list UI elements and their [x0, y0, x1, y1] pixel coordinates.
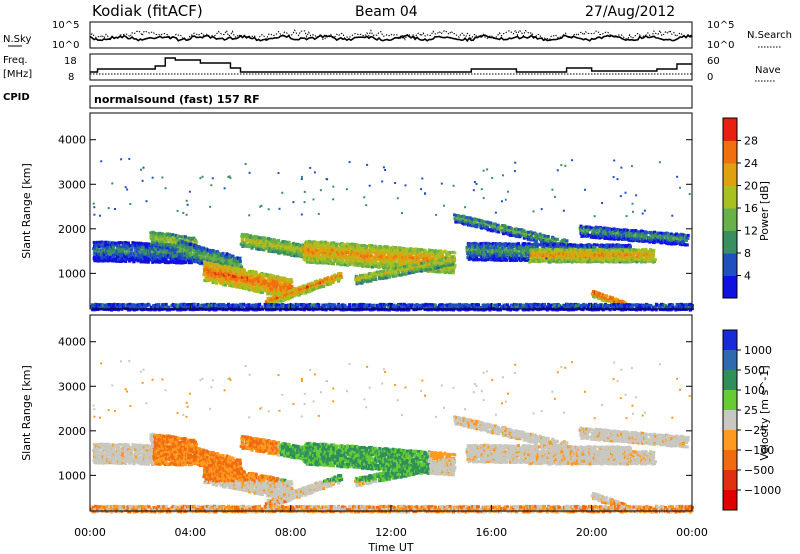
cpid-text: normalsound (fast) 157 RF [94, 93, 260, 106]
power-cell [329, 260, 332, 263]
power-cell [397, 271, 400, 274]
power-cell [262, 273, 265, 276]
power-cell [522, 230, 525, 233]
power-cell [540, 243, 543, 246]
power-cell [382, 261, 385, 264]
cpid-label: CPID [3, 92, 30, 103]
power-cell [414, 248, 417, 251]
power-cell [332, 276, 335, 279]
power-cell [471, 218, 474, 221]
power-cell [453, 251, 456, 254]
power-cell [370, 272, 373, 275]
power-cell [339, 272, 342, 275]
power-cell [365, 245, 368, 248]
power-cell [374, 278, 377, 281]
power-cell [107, 241, 110, 244]
power-cell [243, 269, 246, 272]
nave-tick-top: 60 [707, 56, 720, 67]
power-cell [241, 241, 244, 244]
freq-tick-top: 18 [64, 56, 77, 67]
power-cell [277, 239, 280, 242]
power-cell [182, 257, 185, 260]
nsky-label: N.Sky [3, 34, 31, 45]
power-cell [449, 251, 452, 254]
power-cell [332, 262, 335, 265]
power-cell [130, 248, 133, 251]
power-cell [596, 244, 599, 247]
power-cell [435, 250, 438, 253]
freq-unit-label: [MHz] [3, 69, 32, 80]
power-cell [239, 257, 242, 260]
nsearch-label: N.Search [747, 30, 792, 41]
power-cell [194, 239, 197, 242]
power-cell [452, 269, 455, 272]
noise-tick-bottom: 10^0 [52, 40, 79, 51]
power-cell [320, 285, 323, 288]
power-heatmap-cells [90, 158, 694, 312]
power-cell [336, 243, 339, 246]
power-cell [290, 281, 293, 284]
power-cell [429, 268, 432, 271]
power-cell [434, 267, 437, 270]
power-cell [94, 259, 97, 262]
nave-label: Nave [755, 65, 781, 76]
power-cell [222, 252, 225, 255]
power-cell [215, 282, 218, 285]
power-cell [112, 260, 115, 263]
power-cell [190, 243, 193, 246]
noise-tick-top-right: 10^5 [707, 20, 734, 31]
freq-line [90, 58, 692, 72]
power-cell [240, 266, 243, 269]
nave-tick-bottom: 0 [707, 72, 713, 83]
power-cell [528, 242, 531, 245]
freq-panel [90, 54, 692, 80]
noise-panel [90, 22, 692, 48]
power-cell [514, 228, 517, 231]
noise-tick-top: 10^5 [52, 20, 79, 31]
power-cell [290, 278, 293, 281]
power-cell [119, 245, 122, 248]
power-cell [291, 285, 294, 288]
noise-tick-bottom-right: 10^0 [707, 40, 734, 51]
power-cell [412, 264, 415, 267]
power-cell [556, 238, 559, 241]
power-cell [451, 263, 454, 266]
power-cell [255, 271, 258, 274]
beam-title: Beam 04 [355, 4, 418, 20]
power-cell [433, 259, 436, 262]
power-cell [250, 279, 253, 282]
power-cell [411, 257, 414, 260]
power-cell [202, 247, 205, 250]
power-cell [444, 250, 447, 253]
nsky-line [90, 35, 692, 41]
freq-label: Freq. [3, 55, 28, 66]
power-cell [217, 252, 220, 255]
power-cell [394, 260, 397, 263]
power-cell [566, 239, 569, 242]
power-cell [482, 220, 485, 223]
power-cell [239, 260, 242, 263]
power-cell [373, 272, 376, 275]
power-cell [453, 258, 456, 261]
power-cell [210, 262, 213, 265]
power-cell [237, 268, 240, 271]
power-cell [547, 235, 550, 238]
power-cell [266, 273, 269, 276]
power-cell [327, 283, 330, 286]
station-title: Kodiak (fitACF) [92, 2, 203, 20]
power-cell [114, 242, 117, 245]
power-cell [375, 262, 378, 265]
freq-tick-bottom: 8 [68, 72, 74, 83]
power-cell [322, 285, 325, 288]
power-cell [505, 259, 508, 262]
date-title: 27/Aug/2012 [585, 4, 675, 20]
